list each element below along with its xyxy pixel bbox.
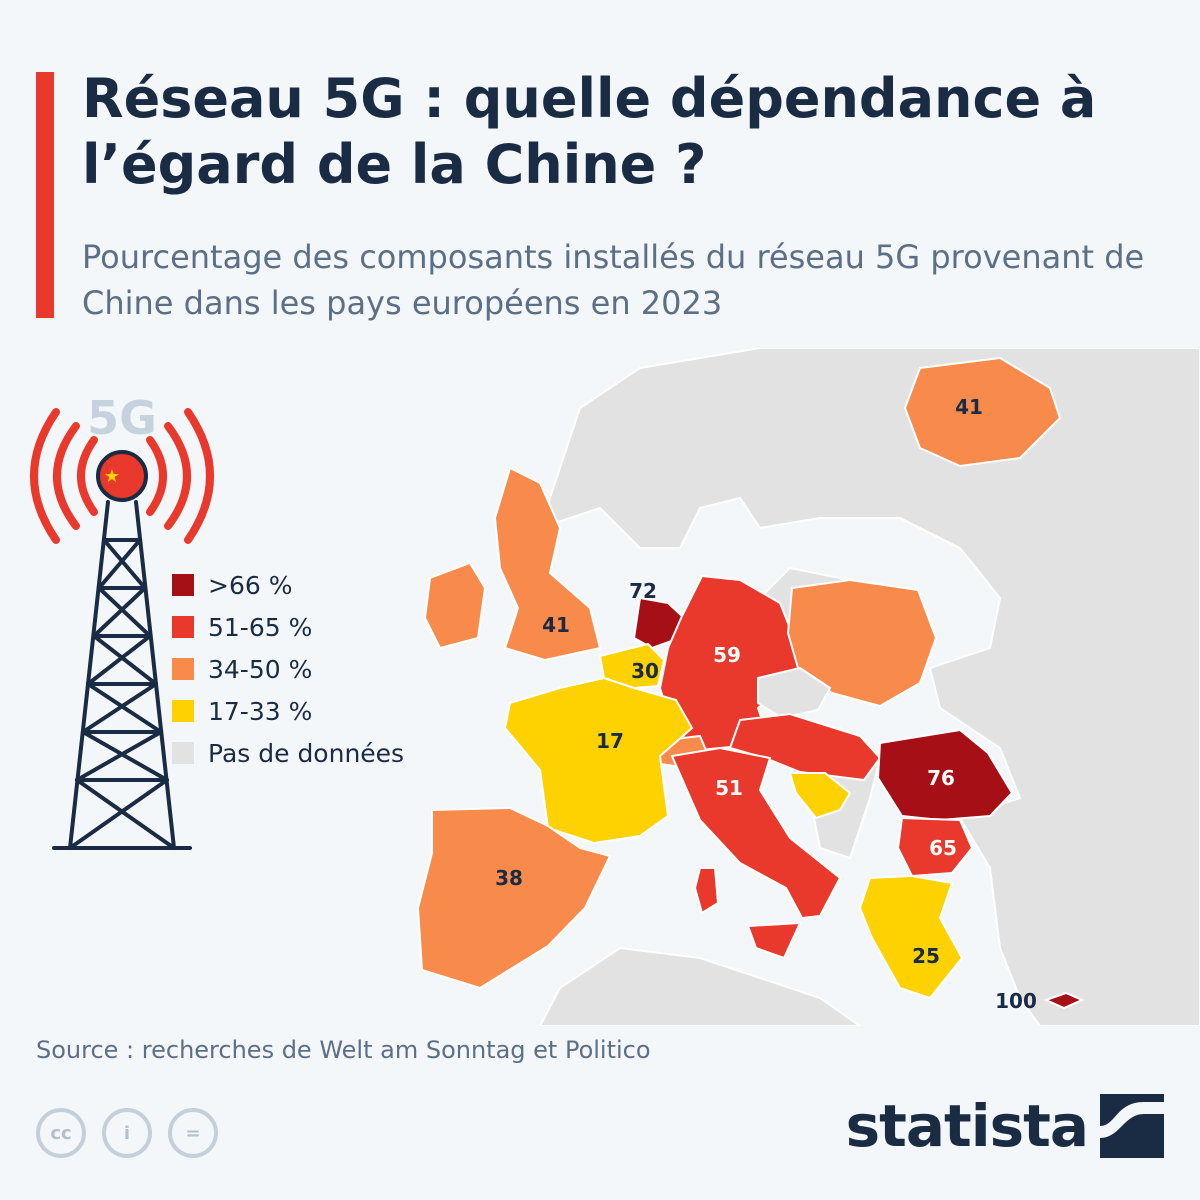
value-label-spain: 38	[495, 866, 523, 890]
title-accent-bar	[36, 72, 54, 318]
country-ireland	[423, 561, 487, 650]
country-romania	[876, 728, 1014, 822]
country-sardinia	[693, 867, 720, 915]
source-note: Source : recherches de Welt am Sonntag e…	[36, 1036, 651, 1064]
country-greece	[858, 874, 964, 1000]
value-label-germany: 59	[713, 643, 741, 667]
legend-item-17-33: 17-33 %	[172, 690, 404, 732]
value-label-greece: 25	[912, 944, 940, 968]
legend-label: 34-50 %	[208, 654, 313, 684]
no-derivatives-icon[interactable]: =	[168, 1108, 218, 1158]
legend-item-66: >66 %	[172, 564, 404, 606]
value-label-france: 17	[596, 729, 624, 753]
value-label-cyprus: 100	[995, 989, 1037, 1013]
country-nodata	[538, 946, 862, 1026]
country-finland	[903, 356, 1062, 468]
legend-item-34-50: 34-50 %	[172, 648, 404, 690]
country-italy	[670, 746, 842, 920]
5g-tower-icon: 5G ★	[30, 392, 214, 850]
country-spain	[416, 806, 612, 990]
tower-5g-label: 5G	[87, 392, 157, 445]
legend-swatch	[172, 616, 194, 638]
value-label-italy: 51	[715, 776, 743, 800]
brand-name: statista	[845, 1092, 1089, 1160]
value-label-finland: 41	[955, 395, 983, 419]
chart-subtitle: Pourcentage des composants installés du …	[82, 238, 1145, 322]
value-label-belgium: 30	[631, 659, 659, 683]
country-uk	[493, 466, 602, 662]
statista-logo[interactable]: statista	[846, 1092, 1164, 1160]
country-nodata	[538, 348, 1200, 1026]
country-cyprus	[1043, 991, 1085, 1010]
legend-label: 51-65 %	[208, 612, 313, 642]
country-sicily	[746, 921, 802, 960]
creative-commons-icon[interactable]: cc	[36, 1108, 86, 1158]
legend-swatch	[172, 658, 194, 680]
country-poland	[786, 578, 938, 708]
country-bulgaria	[896, 816, 974, 878]
legend-swatch	[172, 700, 194, 722]
statista-mark-icon	[1100, 1094, 1164, 1158]
legend-label: Pas de données	[208, 738, 405, 768]
europe-map: 41 41 72 30 59 17 38 51 76 65 25 100	[416, 348, 1200, 1026]
country-croatia	[788, 772, 852, 820]
svg-text:★: ★	[104, 466, 120, 487]
chart-title: Réseau 5G : quelle dépendance à l’égard …	[82, 67, 1097, 196]
legend-label: >66 %	[208, 570, 293, 600]
attribution-icon[interactable]: i	[102, 1108, 152, 1158]
value-label-netherlands: 72	[629, 579, 657, 603]
value-label-bulgaria: 65	[929, 836, 957, 860]
value-labels: 41 41 72 30 59 17 38 51 76 65 25 100	[495, 395, 1037, 1013]
license-icons: cc i =	[36, 1108, 218, 1158]
legend-item-51-65: 51-65 %	[172, 606, 404, 648]
legend-item-nodata: Pas de données	[172, 732, 404, 774]
china-flag-icon	[96, 450, 148, 502]
country-czechia	[757, 666, 832, 720]
legend-swatch	[172, 574, 194, 596]
legend: >66 % 51-65 % 34-50 % 17-33 % Pas de don…	[172, 564, 404, 774]
country-france	[503, 676, 694, 845]
legend-label: 17-33 %	[208, 696, 313, 726]
legend-swatch	[172, 742, 194, 764]
value-label-uk: 41	[542, 613, 570, 637]
value-label-romania: 76	[927, 766, 955, 790]
